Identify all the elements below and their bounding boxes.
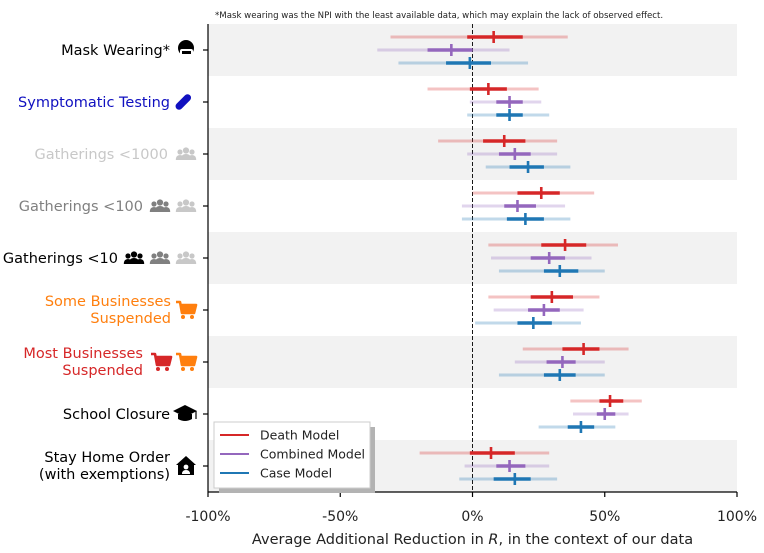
tube <box>175 94 192 110</box>
people-group-icon <box>149 251 171 264</box>
people-group-icon <box>175 147 197 160</box>
cart-basket <box>156 357 170 364</box>
category-label-line: Stay Home Order <box>44 450 170 466</box>
person-head <box>182 199 190 206</box>
category-label: Stay Home Order (with exemptions) <box>39 450 170 483</box>
category-labels: Mask Wearing* Symptomatic Testing Gatherin… <box>3 43 171 483</box>
category-label: Mask Wearing* <box>61 43 170 59</box>
category-label: Some Businesses Suspended <box>45 294 171 327</box>
people-group-icon <box>123 251 145 264</box>
person-head <box>163 253 169 259</box>
cart-wheel <box>156 367 160 371</box>
category-label: Gatherings <1000 <box>34 147 168 163</box>
mask-fold <box>182 51 191 54</box>
category-label: School Closure <box>63 407 170 423</box>
legend: Death Model Combined Model Case Model <box>213 421 375 493</box>
person-head <box>137 253 143 259</box>
person-head <box>177 253 183 259</box>
person-head <box>189 201 195 207</box>
person-head <box>182 147 190 154</box>
person-head <box>130 251 138 258</box>
graduation-cap-icon <box>173 405 197 421</box>
series-2 <box>398 57 616 485</box>
person-head <box>151 253 157 259</box>
person-head <box>156 251 164 258</box>
x-axis-label-part-3: , in the context of our data <box>498 532 693 548</box>
person-body <box>154 206 166 212</box>
x-tick-label: 0% <box>461 509 483 525</box>
interval-marks <box>377 31 642 485</box>
legend-label: Death Model <box>260 428 339 443</box>
x-tick-label: -100% <box>185 509 230 525</box>
person-head <box>189 149 195 155</box>
person-head <box>125 253 131 259</box>
series-1 <box>377 44 629 472</box>
person-head <box>177 201 183 207</box>
cart-icon <box>176 352 198 371</box>
category-icons <box>123 40 198 475</box>
legend-label: Case Model <box>260 466 332 481</box>
person-body <box>128 258 140 264</box>
x-axis-label-part-1: Average Additional Reduction in <box>252 532 488 548</box>
people-group-icon <box>175 251 197 264</box>
category-label: Gatherings <10 <box>3 251 118 267</box>
legend-label: Combined Model <box>260 447 365 462</box>
person-head <box>177 149 183 155</box>
person-body <box>154 258 166 264</box>
category-label-line: Symptomatic Testing <box>18 95 170 111</box>
person-head <box>163 201 169 207</box>
x-axis-label-part-2: R <box>488 532 498 548</box>
person-head <box>151 201 157 207</box>
category-label-line: (with exemptions) <box>39 467 170 483</box>
x-tick-label: -50% <box>322 509 358 525</box>
category-label: Most Businesses Suspended <box>23 346 143 379</box>
person-body <box>180 258 192 264</box>
cart-wheel <box>181 367 185 371</box>
person-body <box>180 206 192 212</box>
person-body <box>180 154 192 160</box>
person-head <box>183 464 189 470</box>
category-label: Symptomatic Testing <box>18 95 170 111</box>
cart-icon <box>176 300 198 319</box>
x-tick-label: 50% <box>589 509 620 525</box>
test-tube-icon <box>175 94 192 110</box>
category-label-line: Most Businesses <box>23 346 143 362</box>
series-0 <box>390 31 642 459</box>
x-tick-label: 100% <box>717 509 757 525</box>
cart-icon <box>151 352 173 371</box>
category-label-line: Some Businesses <box>45 294 171 310</box>
person-head <box>156 199 164 206</box>
category-label-line: School Closure <box>63 407 170 423</box>
category-label-line: Suspended <box>90 311 171 327</box>
annotation-note: *Mask wearing was the NPI with the least… <box>215 11 663 21</box>
person-body <box>182 470 190 474</box>
category-label-line: Gatherings <10 <box>3 251 118 267</box>
cart-wheel <box>181 315 185 319</box>
category-label: Gatherings <100 <box>19 199 143 215</box>
person-head <box>182 251 190 258</box>
cap-base <box>178 414 192 421</box>
people-group-icon <box>149 199 171 212</box>
cart-basket <box>181 305 195 312</box>
category-label-line: Gatherings <100 <box>19 199 143 215</box>
mask-icon <box>178 40 194 56</box>
category-label-line: Mask Wearing* <box>61 43 170 59</box>
house-person-icon <box>176 456 196 475</box>
cart-wheel <box>190 367 194 371</box>
people-group-icon <box>175 199 197 212</box>
category-label-line: Gatherings <1000 <box>34 147 168 163</box>
cart-wheel <box>190 315 194 319</box>
cart-basket <box>181 357 195 364</box>
category-label-line: Suspended <box>62 363 143 379</box>
cart-wheel <box>165 367 169 371</box>
x-axis-label: Average Additional Reduction in R, in th… <box>252 532 693 548</box>
person-head <box>189 253 195 259</box>
